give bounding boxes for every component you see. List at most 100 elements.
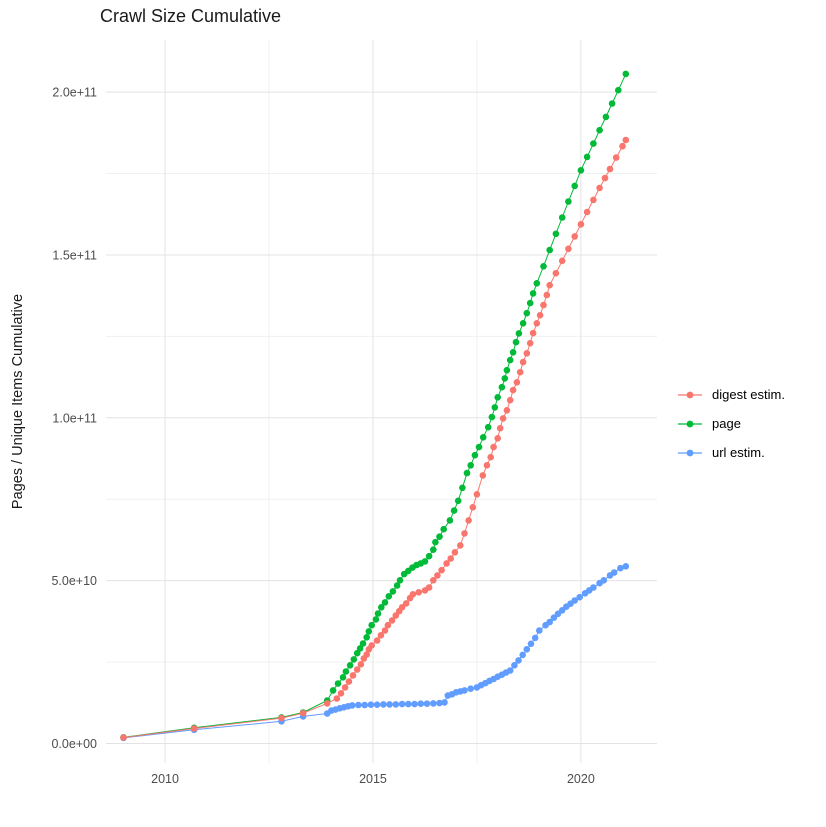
data-point bbox=[363, 634, 371, 641]
data-point bbox=[323, 700, 331, 707]
data-point bbox=[388, 617, 396, 624]
data-point bbox=[503, 407, 511, 414]
data-point bbox=[377, 632, 385, 639]
chart-title: Crawl Size Cumulative bbox=[100, 6, 282, 26]
data-point bbox=[345, 678, 353, 685]
legend: digest estim. page url estim. bbox=[678, 380, 785, 467]
data-point bbox=[540, 263, 547, 270]
series-line bbox=[123, 139, 627, 739]
data-point bbox=[372, 616, 380, 623]
data-point bbox=[349, 672, 357, 679]
data-point bbox=[299, 709, 307, 717]
y-tick-label: 2.0e+11 bbox=[52, 86, 97, 100]
data-point bbox=[515, 657, 522, 664]
data-point bbox=[461, 530, 468, 537]
y-tick-label: 0.0e+00 bbox=[51, 737, 97, 751]
data-point bbox=[583, 153, 591, 161]
data-point bbox=[494, 394, 502, 401]
data-point bbox=[519, 320, 527, 327]
y-tick-label: 5.0e+10 bbox=[51, 574, 97, 588]
y-axis-title: Pages / Unique Items Cumulative bbox=[10, 294, 26, 509]
data-point bbox=[511, 662, 518, 669]
data-point bbox=[381, 627, 389, 634]
data-point bbox=[425, 584, 433, 591]
data-point bbox=[536, 627, 543, 634]
data-point bbox=[552, 230, 560, 238]
data-point bbox=[533, 320, 541, 327]
data-point bbox=[509, 386, 517, 394]
data-point bbox=[367, 701, 375, 708]
data-point bbox=[503, 366, 511, 374]
data-point bbox=[432, 538, 439, 546]
data-point bbox=[610, 569, 618, 576]
data-point bbox=[519, 651, 526, 659]
data-point bbox=[443, 560, 450, 567]
data-point bbox=[479, 472, 487, 479]
data-point bbox=[622, 70, 630, 78]
data-point bbox=[417, 700, 425, 707]
data-point bbox=[430, 546, 437, 553]
data-point bbox=[612, 154, 620, 161]
data-point bbox=[341, 684, 349, 691]
data-point bbox=[469, 504, 477, 511]
data-point bbox=[531, 634, 539, 642]
data-point bbox=[411, 700, 418, 708]
legend-label-page: page bbox=[712, 416, 741, 431]
data-point bbox=[475, 443, 483, 451]
data-point bbox=[523, 646, 531, 653]
data-point bbox=[488, 413, 496, 421]
legend-label-digest: digest estim. bbox=[712, 387, 785, 402]
data-point bbox=[459, 484, 466, 492]
data-point bbox=[436, 699, 443, 707]
data-point bbox=[409, 591, 417, 598]
data-point bbox=[441, 699, 448, 706]
data-point bbox=[398, 604, 406, 611]
data-point bbox=[617, 564, 624, 572]
legend-item-digest: digest estim. bbox=[678, 380, 785, 409]
data-point bbox=[590, 584, 597, 591]
data-point bbox=[590, 196, 597, 204]
data-point bbox=[353, 649, 361, 657]
data-point bbox=[356, 645, 364, 652]
data-point bbox=[392, 701, 400, 708]
data-point bbox=[440, 525, 448, 533]
data-point bbox=[506, 667, 514, 674]
data-point bbox=[523, 309, 531, 317]
data-series bbox=[120, 70, 630, 742]
data-point bbox=[425, 552, 433, 560]
legend-key-url-icon bbox=[678, 449, 702, 456]
data-point bbox=[499, 415, 507, 422]
data-point bbox=[465, 517, 472, 524]
data-point bbox=[348, 702, 356, 709]
data-point bbox=[415, 589, 423, 596]
data-point bbox=[473, 491, 481, 498]
data-point bbox=[583, 208, 591, 216]
data-point bbox=[350, 656, 358, 663]
data-point bbox=[190, 725, 198, 732]
data-point bbox=[622, 136, 630, 144]
data-point bbox=[365, 628, 373, 635]
data-point bbox=[576, 593, 583, 601]
data-point bbox=[540, 301, 547, 309]
data-point bbox=[526, 299, 534, 307]
series-url-estim- bbox=[120, 563, 630, 742]
data-point bbox=[346, 662, 354, 669]
data-point bbox=[526, 339, 534, 347]
data-point bbox=[463, 469, 471, 477]
data-point bbox=[606, 165, 614, 173]
data-point bbox=[405, 700, 412, 708]
legend-item-url: url estim. bbox=[678, 438, 785, 467]
data-point bbox=[333, 695, 341, 702]
data-point bbox=[515, 330, 523, 337]
data-point bbox=[571, 182, 578, 190]
data-point bbox=[359, 640, 367, 647]
data-point bbox=[596, 126, 603, 134]
data-point bbox=[467, 462, 475, 469]
data-point bbox=[529, 329, 537, 337]
data-point bbox=[519, 358, 527, 366]
data-point bbox=[546, 246, 553, 254]
x-tick-label: 2015 bbox=[359, 772, 387, 786]
axis-labels: 0.0e+00 5.0e+10 1.0e+11 1.5e+11 2.0e+11 2010 2… bbox=[10, 86, 595, 786]
